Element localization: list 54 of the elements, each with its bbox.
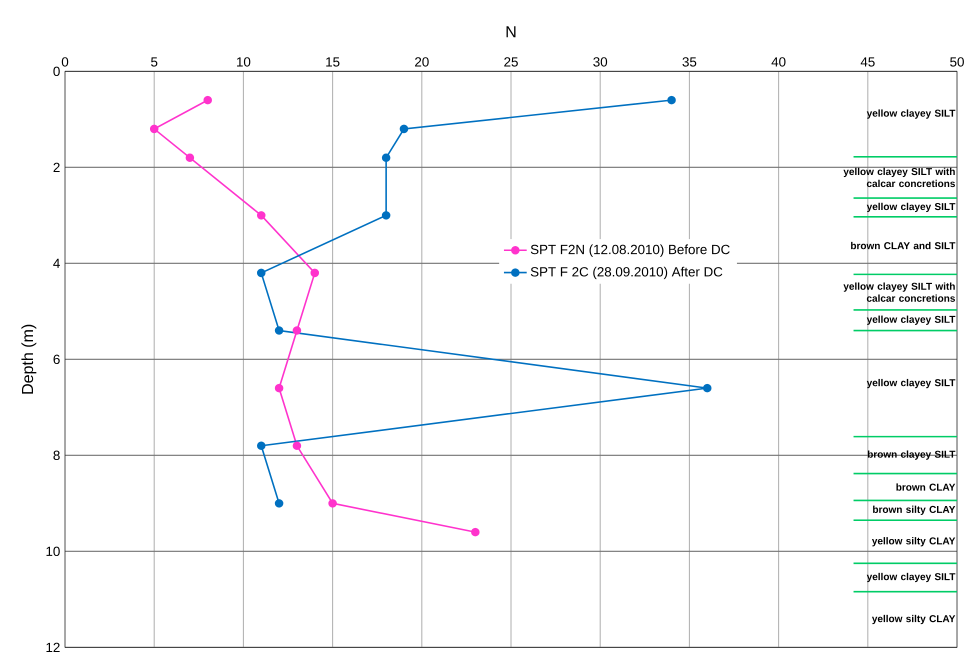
y-tick-label: 6	[54, 354, 60, 364]
x-tick-label: 40	[772, 57, 786, 67]
annotation: brown CLAY	[896, 483, 956, 491]
annotation: brown clayey SILT	[868, 450, 956, 460]
point	[400, 124, 408, 134]
x-tick-label: 20	[415, 57, 429, 67]
annotation: yellow clayey SILT with calcar concretions	[843, 282, 955, 302]
y-tick-label: 8	[53, 450, 60, 460]
x-tick-label: 25	[504, 57, 518, 67]
y-tick-label: 0	[53, 66, 60, 76]
y-tick-label: 12	[46, 642, 60, 652]
point	[256, 441, 266, 450]
annotation: yellow silty CLAY	[872, 537, 956, 546]
annotation: yellow silty CLAY	[872, 614, 956, 624]
annotation: yellow clayey SILT	[866, 109, 956, 119]
point	[274, 499, 284, 508]
point	[292, 441, 302, 450]
y-axis-title: Depth (m)	[21, 324, 36, 394]
point	[292, 326, 302, 335]
annotation: yellow clayey SILT	[866, 572, 956, 582]
point	[667, 96, 676, 104]
point	[328, 499, 337, 508]
point	[203, 96, 212, 104]
legend-label: SPT F2N (12.08.2010) Before DC	[530, 244, 730, 257]
annotation: yellow clayey SILT with calcar concretions	[843, 168, 955, 188]
point	[256, 268, 266, 278]
legend-label: SPT F 2C (28.09.2010) After DC	[530, 266, 722, 280]
point	[471, 528, 480, 536]
point	[702, 384, 712, 392]
point	[186, 153, 194, 162]
annotation: yellow clayey SILT	[866, 202, 956, 212]
x-tick-label: 45	[860, 57, 875, 67]
x-tick-label: 35	[682, 57, 696, 67]
point	[382, 211, 390, 220]
x-axis-title: N	[506, 26, 516, 38]
annotation: yellow clayey SILT	[866, 316, 956, 325]
y-tick-label: 4	[53, 258, 60, 268]
x-tick-label: 15	[326, 57, 340, 67]
point	[274, 326, 284, 335]
x-tick-label: 10	[237, 57, 250, 67]
point	[256, 211, 266, 220]
y-tick-label: 10	[46, 546, 60, 556]
x-tick-label: 30	[593, 57, 608, 67]
annotation: brown silty CLAY	[873, 506, 956, 515]
annotation: brown CLAY and SILT	[851, 242, 956, 250]
x-tick-label: 50	[950, 57, 964, 67]
point	[150, 124, 158, 134]
annotation: yellow clayey SILT	[866, 378, 956, 388]
point	[274, 384, 284, 392]
point	[382, 153, 390, 162]
y-tick-label: 2	[54, 162, 60, 172]
x-tick-label: 5	[151, 57, 158, 67]
point	[310, 268, 320, 278]
x-tick-label: 0	[62, 57, 68, 67]
